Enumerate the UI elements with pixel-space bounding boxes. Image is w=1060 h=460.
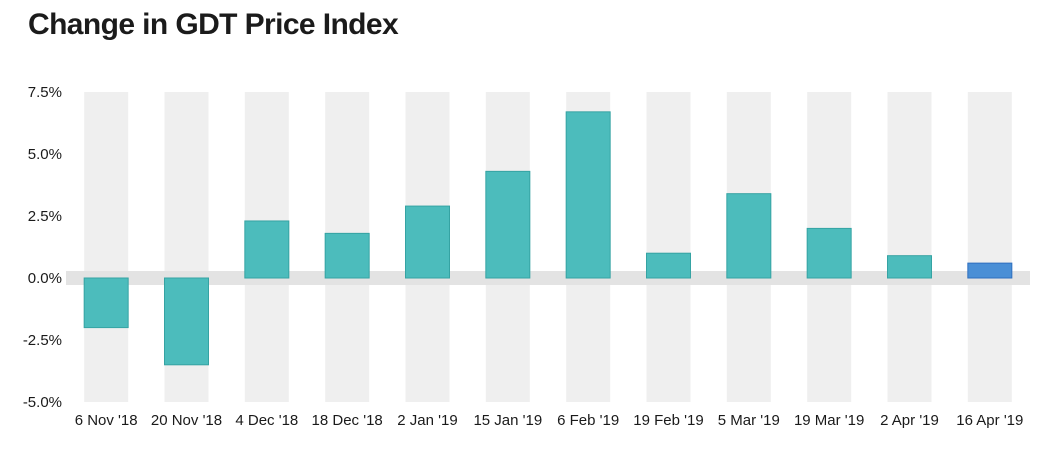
bar-1 (164, 277, 209, 366)
x-tick-label: 19 Feb '19 (633, 412, 703, 429)
bar-3 (324, 232, 370, 279)
y-tick-label: -5.0% (23, 394, 62, 411)
x-tick-label: 2 Apr '19 (880, 412, 939, 429)
x-tick-label: 16 Apr '19 (956, 412, 1023, 429)
bar-0 (83, 277, 129, 329)
bar-11 (967, 262, 1013, 279)
x-tick-label: 2 Jan '19 (397, 412, 457, 429)
y-axis: 7.5% 5.0% 2.5% 0.0% -2.5% -5.0% (23, 84, 62, 411)
x-tick-label: 20 Nov '18 (151, 412, 222, 429)
y-tick-label: 0.0% (28, 270, 62, 287)
bar-8 (726, 193, 772, 279)
y-tick-label: 7.5% (28, 84, 62, 101)
bar-9 (806, 227, 852, 279)
column-band (967, 92, 1012, 402)
column-band (646, 92, 691, 402)
zero-band (66, 271, 1030, 285)
x-axis: 6 Nov '18 20 Nov '18 4 Dec '18 18 Dec '18 2 … (75, 412, 1024, 429)
y-tick-label: -2.5% (23, 332, 62, 349)
y-tick-label: 2.5% (28, 208, 62, 225)
zero-line (66, 271, 1030, 285)
x-tick-label: 19 Mar '19 (794, 412, 864, 429)
x-tick-label: 15 Jan '19 (473, 412, 542, 429)
bar-2 (244, 220, 290, 279)
column-band (84, 92, 129, 402)
x-tick-label: 5 Mar '19 (718, 412, 780, 429)
x-tick-label: 18 Dec '18 (312, 412, 383, 429)
chart-title: Change in GDT Price Index (28, 8, 399, 41)
bars (83, 111, 1013, 366)
y-tick-label: 5.0% (28, 146, 62, 163)
column-bands (84, 92, 1012, 402)
bar-7 (646, 252, 691, 279)
bar-6 (565, 111, 611, 279)
column-band (887, 92, 932, 402)
bar-5 (485, 170, 531, 279)
bar-10 (887, 255, 932, 279)
bar-4 (405, 205, 450, 279)
x-tick-label: 4 Dec '18 (235, 412, 298, 429)
x-tick-label: 6 Nov '18 (75, 412, 138, 429)
x-tick-label: 6 Feb '19 (557, 412, 619, 429)
